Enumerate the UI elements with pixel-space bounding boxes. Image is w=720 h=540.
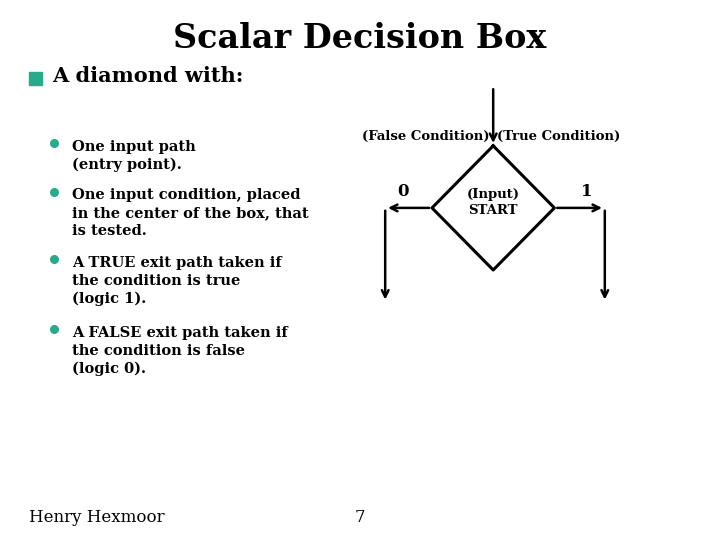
Text: A diamond with:: A diamond with: [53, 66, 244, 86]
Text: (True Condition): (True Condition) [497, 130, 620, 143]
Text: 0: 0 [397, 183, 409, 200]
Text: 1: 1 [581, 183, 593, 200]
Text: One input condition, placed
in the center of the box, that
is tested.: One input condition, placed in the cente… [72, 188, 309, 238]
Text: (False Condition): (False Condition) [362, 130, 490, 143]
Text: 7: 7 [355, 510, 365, 526]
Text: One input path
(entry point).: One input path (entry point). [72, 140, 196, 172]
FancyBboxPatch shape [29, 71, 42, 85]
Text: Henry Hexmoor: Henry Hexmoor [29, 510, 164, 526]
Text: Scalar Decision Box: Scalar Decision Box [174, 22, 546, 55]
Text: A TRUE exit path taken if
the condition is true
(logic 1).: A TRUE exit path taken if the condition … [72, 256, 282, 306]
Text: (Input)
START: (Input) START [467, 188, 520, 217]
Text: A FALSE exit path taken if
the condition is false
(logic 0).: A FALSE exit path taken if the condition… [72, 326, 288, 376]
